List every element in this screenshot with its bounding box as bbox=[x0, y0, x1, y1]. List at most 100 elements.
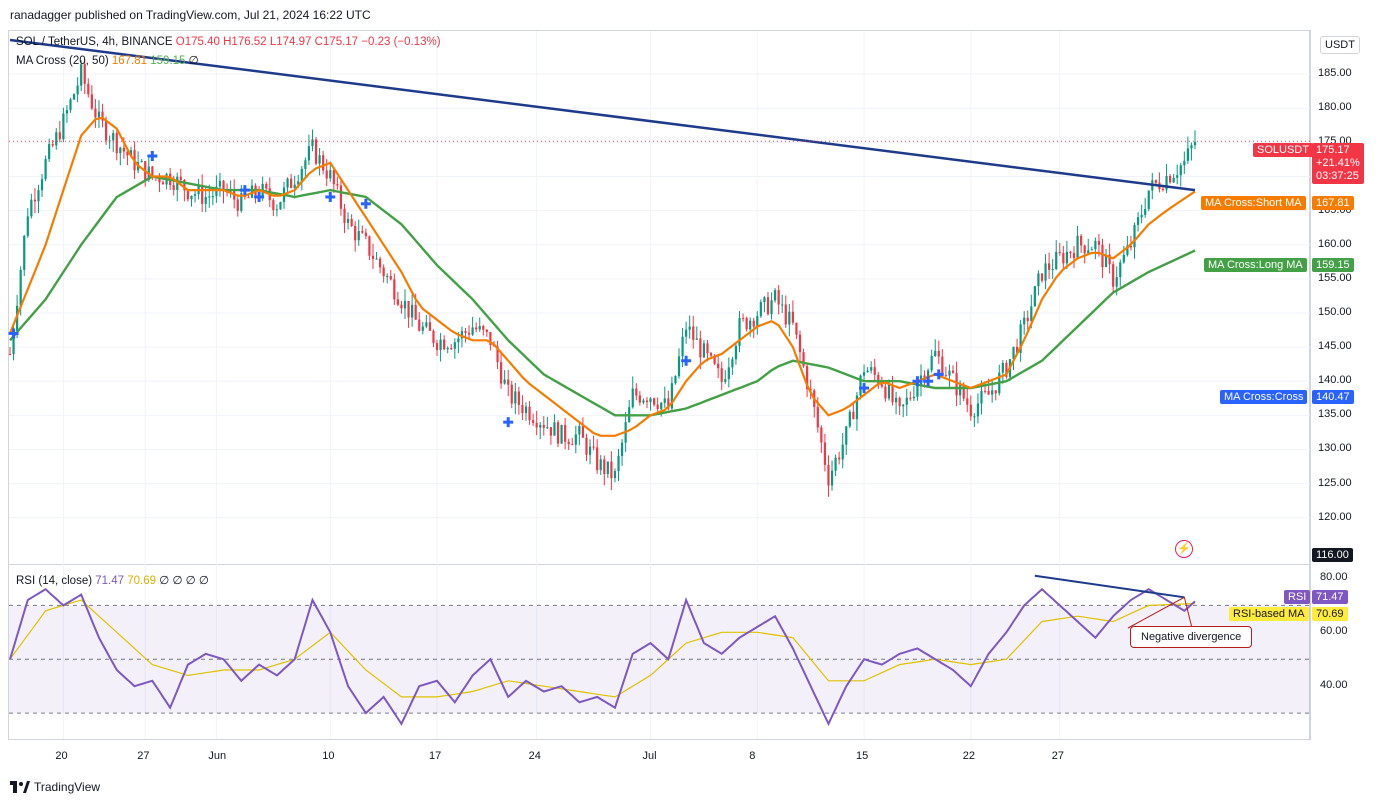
candle-body bbox=[567, 441, 570, 445]
candle-body bbox=[193, 194, 197, 196]
short-ma-line bbox=[8, 116, 1196, 437]
candle-body bbox=[1094, 240, 1097, 250]
candle-body bbox=[688, 326, 691, 330]
price-tick-label: 155.00 bbox=[1318, 271, 1352, 284]
candle-body bbox=[724, 379, 727, 382]
rsi-legend[interactable]: RSI (14, close) 71.47 70.69 ∅ ∅ ∅ ∅ bbox=[16, 573, 209, 587]
candles bbox=[8, 58, 1197, 497]
candle-body bbox=[581, 425, 585, 438]
candle-body bbox=[599, 459, 602, 471]
candle-body bbox=[934, 350, 937, 356]
candle-body bbox=[496, 346, 499, 363]
candle-body bbox=[1005, 362, 1008, 377]
candle-body bbox=[1033, 286, 1036, 307]
candle-body bbox=[190, 195, 193, 200]
candle-body bbox=[816, 407, 819, 428]
candle-body bbox=[1129, 245, 1133, 248]
candle-body bbox=[884, 386, 887, 399]
candle-body bbox=[428, 322, 432, 331]
candle-body bbox=[777, 290, 780, 305]
candle-body bbox=[179, 176, 182, 180]
candle-body bbox=[670, 383, 673, 409]
candle-body bbox=[482, 325, 485, 330]
resistance-trendline bbox=[9, 38, 1196, 192]
candle-body bbox=[841, 444, 844, 460]
currency-button[interactable]: USDT bbox=[1320, 36, 1360, 54]
candle-body bbox=[1154, 180, 1157, 183]
candle-body bbox=[1126, 245, 1129, 255]
tradingview-logo[interactable]: TradingView bbox=[10, 780, 100, 794]
candle-body bbox=[727, 367, 730, 380]
candle-body bbox=[1058, 251, 1061, 254]
candle-body bbox=[894, 397, 898, 403]
candle-body bbox=[1065, 251, 1068, 264]
candle-body bbox=[1108, 254, 1111, 265]
ma-legend-name: MA Cross (20, 50) bbox=[16, 55, 109, 67]
candle-body bbox=[681, 336, 684, 357]
candle-body bbox=[941, 356, 944, 376]
negative-divergence-callout[interactable]: Negative divergence bbox=[1130, 626, 1253, 648]
candle-body bbox=[553, 422, 556, 436]
candle-body bbox=[215, 186, 218, 197]
candle-body bbox=[962, 385, 965, 399]
candle-body bbox=[83, 64, 86, 84]
candle-body bbox=[802, 352, 805, 367]
candle-body bbox=[1193, 141, 1197, 146]
candle-body bbox=[738, 317, 741, 346]
candle-body bbox=[752, 320, 755, 327]
candle-body bbox=[1019, 324, 1022, 353]
candle-body bbox=[1012, 346, 1015, 360]
candle-body bbox=[265, 183, 268, 189]
candle-body bbox=[322, 155, 325, 171]
candle-body bbox=[838, 457, 841, 460]
candle-body bbox=[1055, 251, 1058, 270]
bar-countdown: 03:37:25 bbox=[1316, 170, 1359, 182]
candle-body bbox=[104, 120, 108, 141]
price-tick-label: 125.00 bbox=[1318, 476, 1352, 489]
time-tick-label: 22 bbox=[962, 750, 976, 762]
pane-separator[interactable] bbox=[8, 564, 1310, 565]
candle-body bbox=[343, 208, 346, 223]
candle-body bbox=[564, 424, 567, 442]
candle-body bbox=[695, 338, 698, 340]
indicator-lines bbox=[8, 38, 1310, 727]
candle-body bbox=[368, 236, 371, 256]
candle-body bbox=[378, 258, 382, 268]
candle-body bbox=[791, 311, 794, 323]
ohlc-open: O175.40 bbox=[175, 36, 220, 48]
candle-body bbox=[389, 275, 392, 280]
candle-body bbox=[795, 322, 798, 335]
candle-body bbox=[1112, 264, 1115, 287]
candle-body bbox=[432, 330, 435, 344]
candle-body bbox=[115, 133, 118, 154]
alert-bolt-icon[interactable]: ⚡ bbox=[1175, 540, 1193, 558]
callout-pointer bbox=[1127, 596, 1193, 629]
ma-legend[interactable]: MA Cross (20, 50) 167.81 159.15 ∅ bbox=[16, 53, 199, 67]
candle-body bbox=[660, 402, 663, 410]
divergence-lines bbox=[1034, 574, 1193, 629]
candle-body bbox=[172, 185, 175, 190]
candle-body bbox=[393, 279, 396, 300]
symbol-legend[interactable]: SOL / TetherUS, 4h, BINANCE O175.40 H176… bbox=[16, 36, 441, 48]
grid-lines bbox=[9, 31, 1310, 739]
candle-body bbox=[745, 318, 748, 330]
candle-body bbox=[357, 230, 360, 241]
candle-body bbox=[845, 426, 848, 445]
long-ma-line bbox=[9, 175, 1196, 417]
candle-body bbox=[741, 317, 745, 319]
rsi-legend-extras: ∅ ∅ ∅ ∅ bbox=[159, 575, 209, 587]
rsi-tick-label: 80.00 bbox=[1320, 571, 1348, 584]
candle-body bbox=[1037, 273, 1040, 287]
candle-body bbox=[959, 385, 962, 396]
candle-body bbox=[76, 85, 79, 95]
candle-body bbox=[1183, 160, 1186, 166]
candle-body bbox=[400, 304, 403, 309]
rsi-band bbox=[9, 604, 1310, 714]
candle-body bbox=[976, 403, 980, 417]
candle-body bbox=[8, 353, 12, 355]
candle-body bbox=[336, 184, 339, 186]
last-price-value: 175.17 bbox=[1316, 144, 1350, 156]
candle-body bbox=[521, 404, 524, 413]
candle-body bbox=[218, 180, 222, 187]
